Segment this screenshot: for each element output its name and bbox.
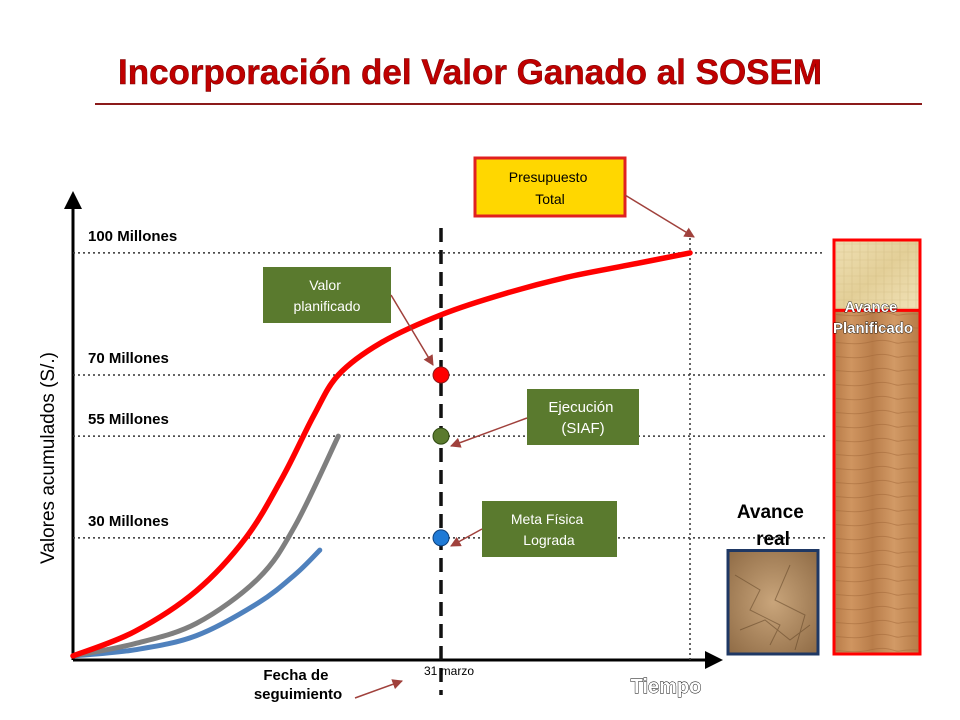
y-axis-label: Valores acumulados (S/.) — [38, 352, 59, 564]
presupuesto-line-1: Presupuesto — [509, 169, 588, 185]
point-executed — [432, 427, 450, 445]
cutoff-caption-line-1: Fecha de — [263, 667, 328, 684]
point-planned — [432, 366, 450, 384]
ejecucion-line-1: Ejecución — [548, 399, 613, 416]
cutoff-caption-line-2: seguimiento — [254, 686, 342, 703]
y-tick-label-0: 100 Millones — [88, 228, 177, 245]
avance-real-panel: Avance real — [726, 502, 820, 656]
axes — [64, 191, 723, 669]
annotation-valor-planificado: Valor planificado — [263, 267, 434, 366]
avance-planificado-bar-grain — [836, 312, 918, 652]
cutoff-caption-text: Fecha de seguimiento — [254, 667, 342, 703]
reference-lines — [73, 252, 825, 539]
page-title: Incorporación del Valor Ganado al SOSEM — [118, 53, 822, 92]
crumple-3 — [739, 619, 811, 641]
series-executed-line — [70, 433, 341, 659]
meta-fisica-text: Meta Física Lograda — [511, 511, 587, 548]
annotation-meta-fisica: Meta Física Lograda — [450, 501, 617, 557]
avance-planificado-top-grain — [836, 242, 918, 309]
y-tick-label-1: 70 Millones — [88, 350, 169, 367]
avance-real-label: Avance real — [737, 502, 809, 550]
annotation-ejecucion: Ejecución (SIAF) — [450, 389, 639, 448]
meta-fisica-box — [482, 501, 617, 557]
avance-real-bar — [726, 549, 820, 656]
point-physical — [432, 529, 450, 547]
meta-fisica-line-2: Lograda — [523, 532, 575, 548]
avance-planificado-label: Avance Planificado — [833, 299, 913, 337]
valor-planificado-arrow — [390, 294, 434, 366]
ejecucion-line-2: (SIAF) — [561, 420, 604, 437]
avance-real-line-1: Avance — [737, 502, 804, 523]
valor-planificado-line-2: planificado — [294, 298, 361, 314]
cutoff-caption-arrow — [354, 679, 403, 699]
avance-planificado-line-1: Avance — [845, 299, 898, 316]
crumple-1 — [734, 574, 781, 646]
presupuesto-box — [473, 156, 627, 218]
presupuesto-line-2: Total — [535, 191, 565, 207]
series-group — [70, 250, 693, 659]
presupuesto-text: Presupuesto Total — [509, 169, 592, 207]
valor-planificado-line-1: Valor — [309, 277, 341, 293]
ejecucion-text: Ejecución (SIAF) — [548, 399, 617, 437]
meta-fisica-line-1: Meta Física — [511, 511, 584, 527]
avance-planificado-line-2: Planificado — [833, 320, 913, 337]
y-tick-labels: 100 Millones 70 Millones 55 Millones 30 Mil… — [88, 228, 177, 530]
annotation-presupuesto: Presupuesto Total — [473, 156, 695, 238]
y-tick-label-2: 55 Millones — [88, 411, 169, 428]
ejecucion-arrow — [450, 417, 528, 448]
cutoff-caption: Fecha de seguimiento — [254, 667, 403, 703]
avance-real-line-2: real — [756, 529, 790, 550]
kraft-crumples — [734, 564, 811, 651]
x-axis-label: Tiempo — [631, 676, 702, 698]
y-tick-label-3: 30 Millones — [88, 513, 169, 530]
avance-planificado-panel: Avance Planificado — [832, 238, 922, 656]
presupuesto-arrow — [624, 194, 695, 238]
valor-planificado-box — [263, 267, 391, 323]
series-planned-line — [70, 250, 693, 659]
meta-fisica-arrow — [450, 528, 483, 547]
cutoff-date-label: 31 marzo — [424, 664, 474, 678]
ejecucion-box — [527, 389, 639, 445]
valor-planificado-text: Valor planificado — [294, 277, 361, 314]
series-physical-line — [70, 547, 323, 659]
